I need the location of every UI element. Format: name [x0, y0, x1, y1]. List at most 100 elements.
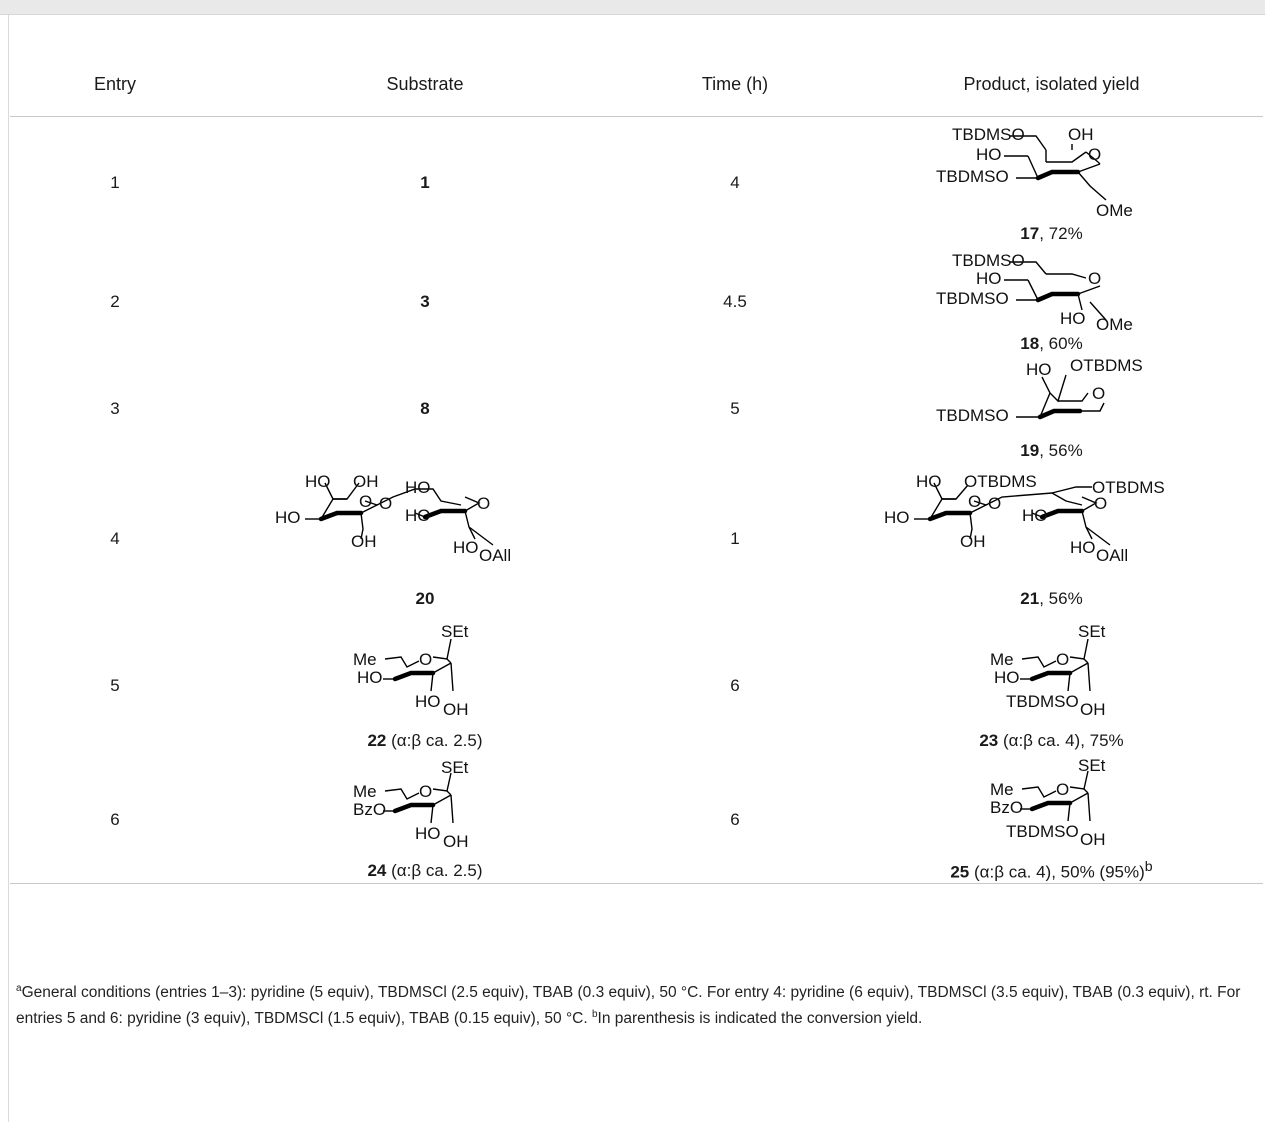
table-row: 5 SEt Me O HO HO OH 22 (α:β [10, 615, 1263, 757]
left-border-rule [8, 14, 9, 1122]
time-cell: 4.5 [723, 292, 747, 311]
header-product: Product, isolated yield [840, 60, 1263, 117]
compound-number: 21 [1020, 589, 1040, 608]
compound-number: 20 [415, 589, 435, 608]
label-oall: OAll [479, 546, 511, 565]
substrate-cell: SEt Me O BzO HO OH 24 (α:β ca. 2.5) [220, 757, 630, 884]
label-ring-o: O [1092, 384, 1105, 403]
substrate-label: 22 (α:β ca. 2.5) [367, 731, 482, 751]
table-header-row: Entry Substrate Time (h) Product, isolat… [10, 60, 1263, 117]
time-cell: 1 [730, 529, 740, 548]
product-label: 21, 56% [1020, 589, 1082, 609]
label-ho-3: HO [415, 692, 441, 711]
label-oh-2: OH [1080, 700, 1106, 719]
label-ho-2: HO [453, 538, 479, 557]
results-table: Entry Substrate Time (h) Product, isolat… [10, 60, 1263, 884]
label-tbdmso-3: TBDMSO [936, 406, 1009, 425]
label-ring-o: O [419, 650, 432, 669]
footnote-marker-a: a [16, 983, 22, 994]
label-ring-o-glc: O [477, 494, 490, 513]
structure-23: SEt Me O HO TBDMSO OH [990, 622, 1106, 719]
yield-text: , 60% [1039, 334, 1083, 353]
label-ho-2: HO [1070, 538, 1096, 557]
yield-text: , 56% [1039, 589, 1083, 608]
table-row: 1 1 4 TBDMSO OH [10, 117, 1263, 250]
footnote-marker-b: b [591, 1009, 598, 1020]
footnote-conversion-note: In parenthesis is indicated the conversi… [597, 1010, 923, 1027]
substrate-label: 20 [416, 589, 435, 609]
compound-number: 24 [367, 860, 387, 880]
footnote-marker-b: b [1144, 859, 1153, 875]
label-oall: OAll [1096, 546, 1128, 565]
label-oh-2: OH [443, 700, 469, 719]
product-cell: TBDMSO OH HO O TBDMSO OMe 17, 72% [840, 117, 1263, 250]
header-time: Time (h) [630, 60, 840, 117]
label-ring-o-glc: O [1094, 494, 1107, 513]
substrate-number: 3 [420, 292, 430, 311]
header-entry: Entry [10, 60, 220, 117]
product-label: 17, 72% [1020, 224, 1082, 244]
label-tbdmso-3: TBDMSO [1006, 692, 1079, 711]
product-label: 25 (α:β ca. 4), 50% (95%)b [950, 859, 1152, 883]
label-ring-o-gal: O [359, 492, 372, 511]
label-ring-o: O [1088, 145, 1101, 164]
label-tbdmso-6: TBDMSO [952, 125, 1025, 144]
label-ring-o: O [1056, 780, 1069, 799]
table-footnote: aGeneral conditions (entries 1–3): pyrid… [16, 978, 1246, 1030]
label-otbdms-6-glc: OTBDMS [1092, 478, 1165, 497]
label-me: Me [353, 782, 377, 801]
label-me: Me [990, 780, 1014, 799]
label-ome: OMe [1096, 315, 1133, 332]
label-oh-2: OH [443, 832, 469, 851]
label-bzo-4: BzO [990, 798, 1023, 817]
label-tbdmso-2: TBDMSO [936, 289, 1009, 308]
compound-number: 18 [1020, 334, 1040, 353]
structure-20: HO OH HO O OH O HO HO O HO OAll [275, 472, 511, 565]
label-oh-2: OH [960, 532, 986, 551]
entry-cell: 5 [110, 676, 120, 695]
label-ho-3-glc: HO [405, 506, 431, 525]
label-bzo-4: BzO [353, 800, 386, 819]
substrate-cell: 1 [220, 117, 630, 250]
time-cell: 6 [730, 676, 740, 695]
table-caption-bar [0, 0, 1265, 15]
entry-cell: 3 [110, 399, 120, 418]
label-oh-2: OH [1080, 830, 1106, 849]
structure-17: TBDMSO OH HO O TBDMSO OMe [936, 125, 1133, 220]
table-row: 4 HO OH HO O [10, 463, 1263, 615]
label-otbdms-6: OTBDMS [1070, 357, 1143, 375]
label-glycosidic-o: O [988, 494, 1001, 513]
label-tbdmso-3: TBDMSO [1006, 822, 1079, 841]
label-me: Me [990, 650, 1014, 669]
label-me: Me [353, 650, 377, 669]
product-cell: TBDMSO HO O TBDMSO HO OMe 18, 60% [840, 249, 1263, 355]
entry-cell: 4 [110, 529, 120, 548]
label-oh-6: OH [353, 472, 379, 491]
label-ho-3: HO [976, 145, 1002, 164]
entry-cell: 1 [110, 173, 120, 192]
label-ho-3: HO [275, 508, 301, 527]
label-ring-o: O [1088, 269, 1101, 288]
label-tbdmso-6: TBDMSO [952, 251, 1025, 270]
header-substrate: Substrate [220, 60, 630, 117]
structure-25: SEt Me O BzO TBDMSO OH [990, 757, 1106, 849]
footnote-general-conditions: General conditions (entries 1–3): pyridi… [16, 984, 1241, 1027]
label-ho-6: HO [405, 478, 431, 497]
substrate-number: 8 [420, 399, 430, 418]
label-otbdms-6-gal: OTBDMS [964, 472, 1037, 491]
compound-number: 23 [979, 731, 999, 750]
substrate-cell: HO OH HO O OH O HO HO O HO OAll 20 [220, 463, 630, 615]
label-oh-2: OH [351, 532, 377, 551]
compound-number: 25 [950, 862, 970, 882]
label-ho-3-glc: HO [1022, 506, 1048, 525]
table-row: 2 3 4.5 TBDMSO HO O TBDMSO [10, 249, 1263, 355]
substrate-cell: SEt Me O HO HO OH 22 (α:β ca. 2.5) [220, 615, 630, 757]
anomer-ratio: (α:β ca. 2.5) [386, 860, 483, 880]
compound-number: 17 [1020, 224, 1040, 243]
product-cell: HO OTBDMS OTBDMS HO O OH O HO O HO OAll … [840, 463, 1263, 615]
substrate-number: 1 [420, 173, 430, 192]
label-ome: OMe [1096, 201, 1133, 220]
substrate-label: 24 (α:β ca. 2.5) [367, 861, 482, 881]
structure-18: TBDMSO HO O TBDMSO HO OMe [936, 251, 1133, 332]
table-row: 3 8 5 HO OTBDMS O TBDMSO 19 [10, 355, 1263, 463]
